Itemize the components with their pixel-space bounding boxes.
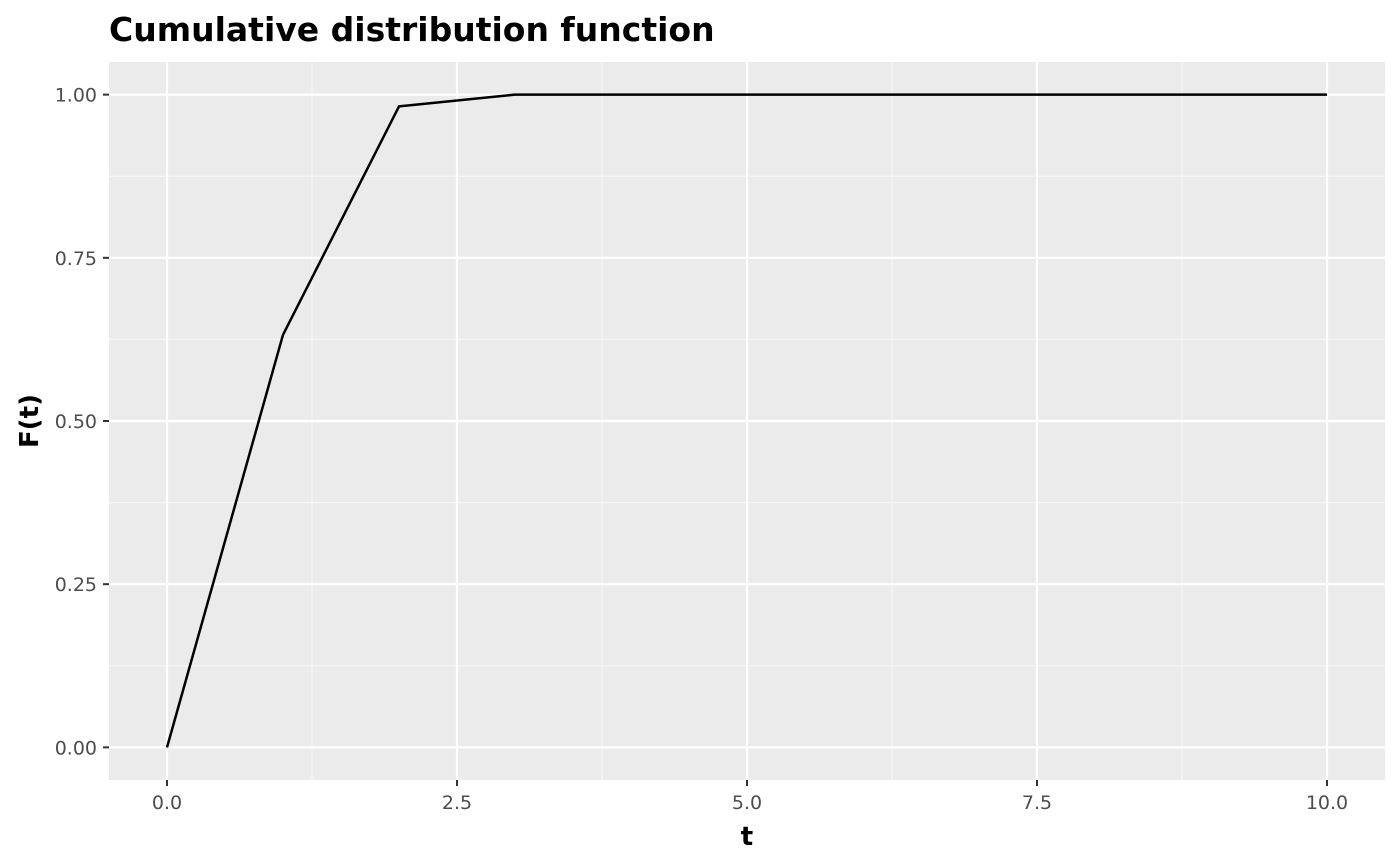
y-tick-label: 0.25 bbox=[55, 574, 97, 596]
y-axis: 0.00 0.25 0.50 0.75 1.00 bbox=[55, 85, 109, 759]
y-tick-label: 1.00 bbox=[55, 85, 97, 107]
x-axis-title: t bbox=[741, 822, 753, 852]
x-tick-label: 10.0 bbox=[1306, 792, 1348, 814]
x-tick-label: 2.5 bbox=[442, 792, 472, 814]
x-tick-label: 5.0 bbox=[732, 792, 762, 814]
x-tick-label: 0.0 bbox=[152, 792, 182, 814]
cdf-series-line bbox=[165, 93, 1327, 748]
y-tick-label: 0.00 bbox=[55, 737, 97, 759]
major-gridlines bbox=[109, 62, 1385, 780]
series-layer bbox=[165, 93, 1327, 748]
y-axis-title: F(t) bbox=[15, 394, 45, 448]
chart-title: Cumulative distribution function bbox=[109, 10, 715, 49]
y-tick-label: 0.50 bbox=[55, 411, 97, 433]
x-tick-label: 7.5 bbox=[1022, 792, 1052, 814]
y-tick-label: 0.75 bbox=[55, 248, 97, 270]
x-axis: 0.0 2.5 5.0 7.5 10.0 bbox=[152, 780, 1348, 814]
